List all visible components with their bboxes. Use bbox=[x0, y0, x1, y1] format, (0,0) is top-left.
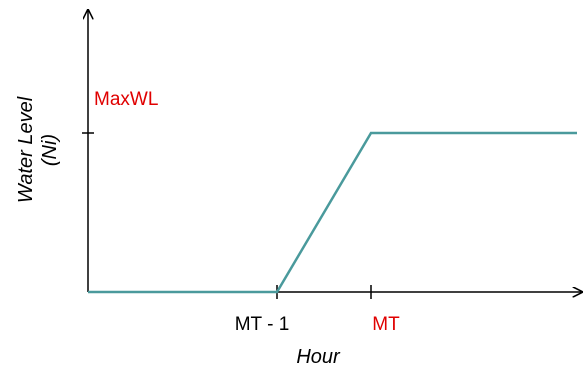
y-tick-label-maxwl: MaxWL bbox=[94, 89, 158, 110]
series-line bbox=[88, 131, 577, 294]
y-axis-label-line1: Water Level bbox=[15, 96, 37, 203]
x-tick-label-mt-minus-1: MT - 1 bbox=[235, 314, 290, 335]
x-axis-label: Hour bbox=[296, 346, 341, 368]
y-axis-label-line2: (Ni) bbox=[39, 134, 61, 166]
x-tick-label-mt: MT bbox=[372, 314, 400, 335]
